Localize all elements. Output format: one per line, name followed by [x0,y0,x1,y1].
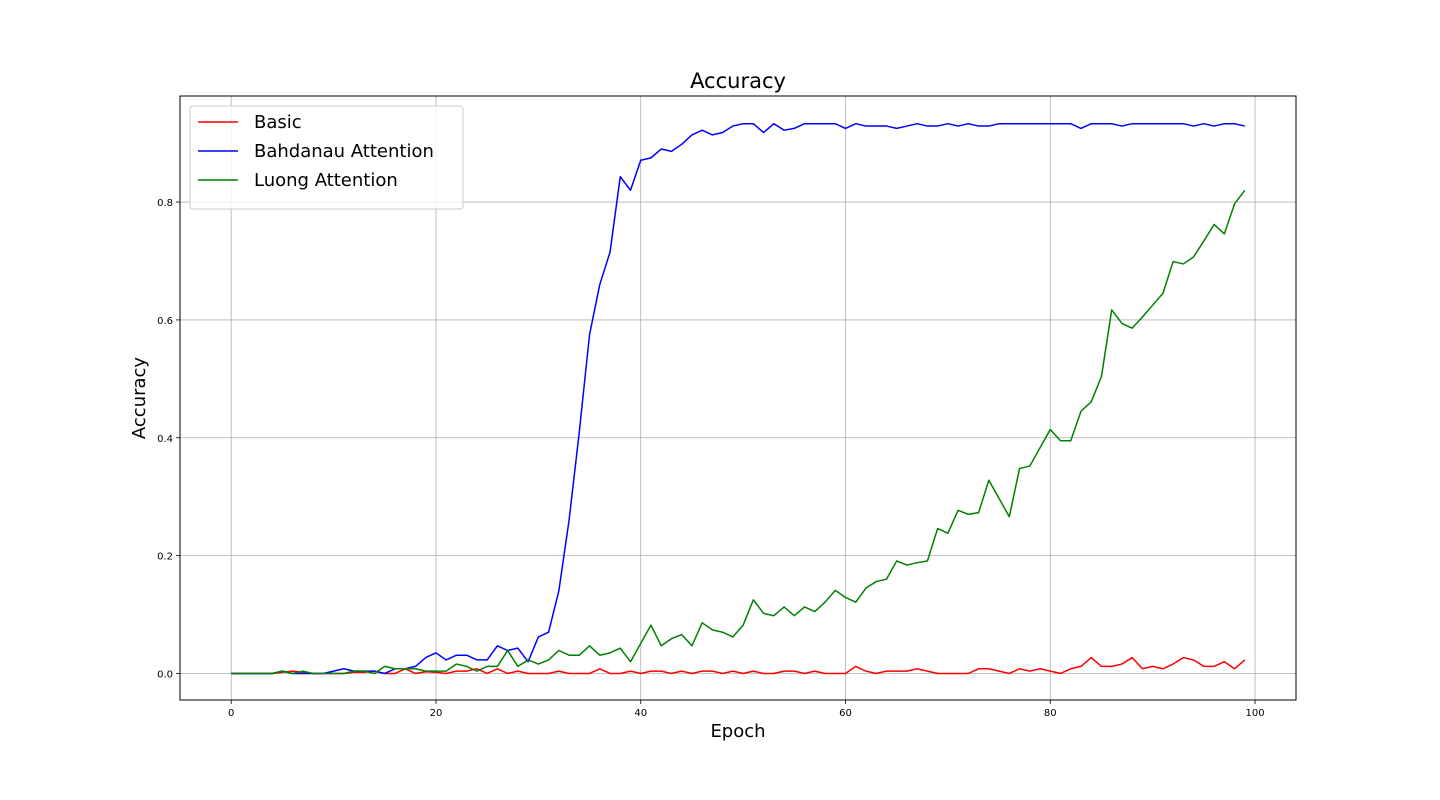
x-tick-label: 80 [1044,708,1057,719]
legend-box [189,105,464,210]
legend-label: Luong Attention [254,170,398,191]
series-line-basic [231,656,1246,675]
x-tick-label: 40 [634,708,647,719]
legend-label: Basic [254,112,302,133]
series-line-luong-attention [231,189,1246,675]
axes-frame [179,95,1297,701]
legend: Basic Bahdanau Attention Luong Attention [189,105,464,210]
axis-ticks: 0 20 40 60 80 100 0.0 0.2 0.4 0.6 0.8 [157,198,1264,719]
y-tick-label: 0.6 [157,316,173,327]
x-tick-label: 60 [839,708,852,719]
chart-title: Accuracy [690,69,786,93]
x-tick-label: 100 [1245,708,1264,719]
y-tick-label: 0.4 [157,434,173,445]
plot-area [231,122,1246,675]
y-axis-title: Accuracy [129,357,150,440]
y-tick-label: 0.0 [157,669,173,680]
y-tick-label: 0.8 [157,198,173,209]
x-tick-label: 20 [430,708,443,719]
y-tick-label: 0.2 [157,552,173,563]
legend-label: Bahdanau Attention [254,141,434,162]
x-tick-label: 0 [228,708,234,719]
x-axis-title: Epoch [710,721,765,742]
